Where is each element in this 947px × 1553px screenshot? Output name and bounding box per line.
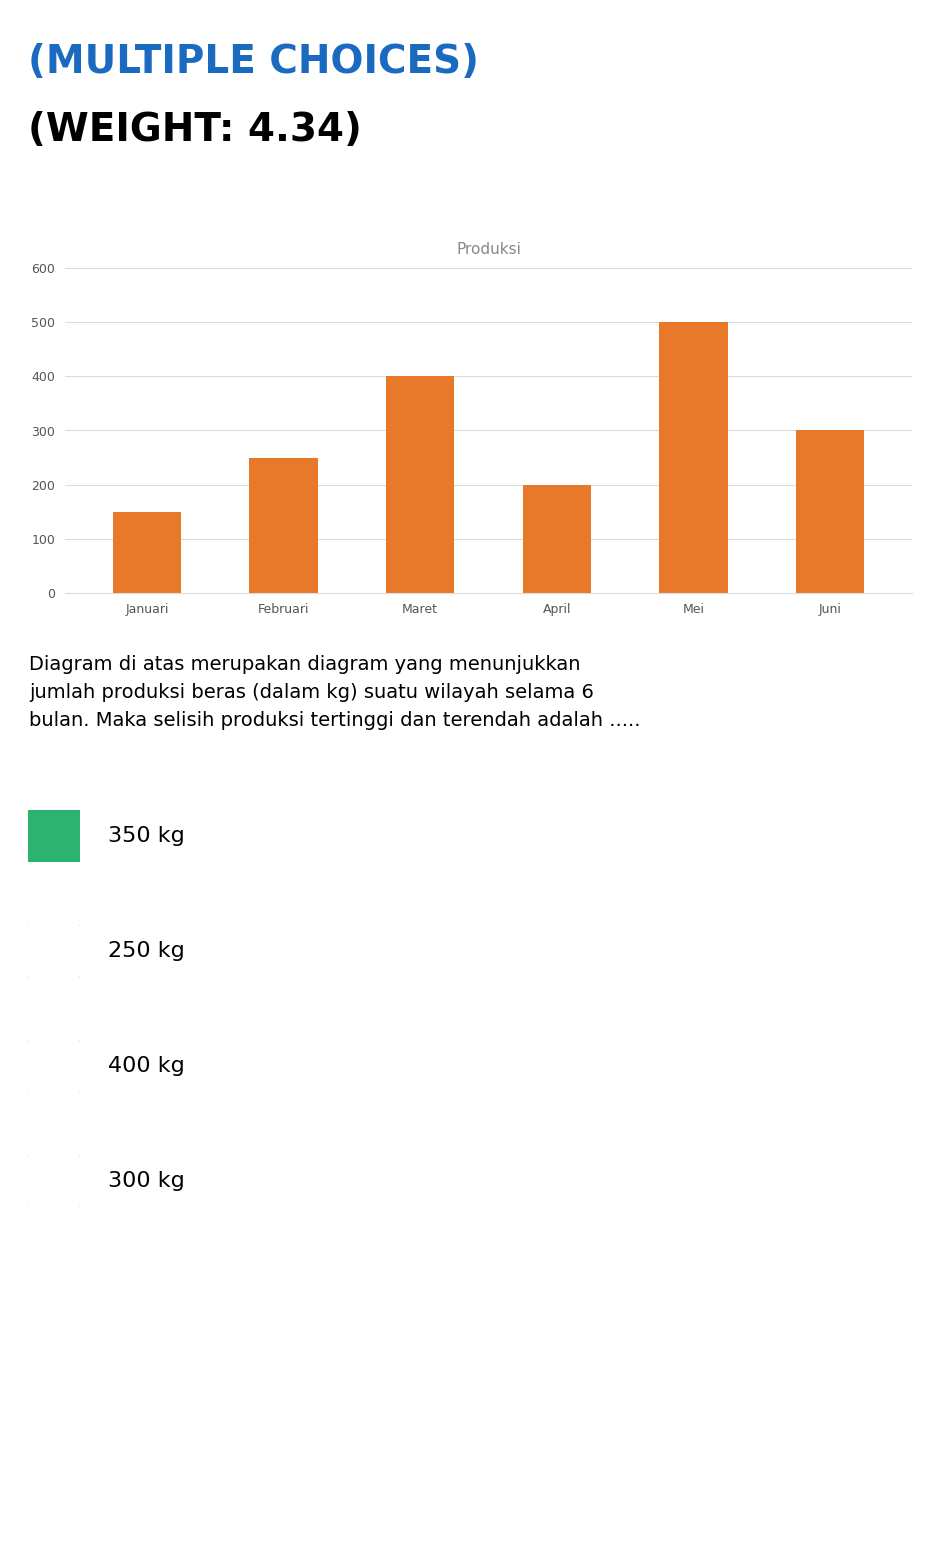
- Text: quintal.id: quintal.id: [438, 6, 509, 22]
- Text: (WEIGHT: 4.34): (WEIGHT: 4.34): [28, 110, 363, 149]
- Bar: [659, 321, 727, 593]
- Text: 400 kg: 400 kg: [108, 1056, 185, 1076]
- FancyBboxPatch shape: [27, 1039, 81, 1093]
- Text: 300 kg: 300 kg: [108, 1171, 185, 1191]
- Text: Diagram di atas merupakan diagram yang menunjukkan
jumlah produksi beras (dalam : Diagram di atas merupakan diagram yang m…: [29, 655, 641, 730]
- Text: (MULTIPLE CHOICES): (MULTIPLE CHOICES): [28, 43, 479, 81]
- Text: 350 kg: 350 kg: [108, 826, 185, 846]
- Bar: [386, 376, 455, 593]
- Bar: [249, 458, 318, 593]
- Text: 250 kg: 250 kg: [108, 941, 185, 961]
- FancyBboxPatch shape: [27, 924, 81, 978]
- Title: Produksi: Produksi: [456, 242, 521, 258]
- Bar: [795, 430, 865, 593]
- Bar: [113, 512, 181, 593]
- Bar: [523, 485, 591, 593]
- FancyBboxPatch shape: [27, 1154, 81, 1208]
- Text: Undecided: Undecided: [421, 185, 526, 203]
- FancyBboxPatch shape: [27, 809, 81, 863]
